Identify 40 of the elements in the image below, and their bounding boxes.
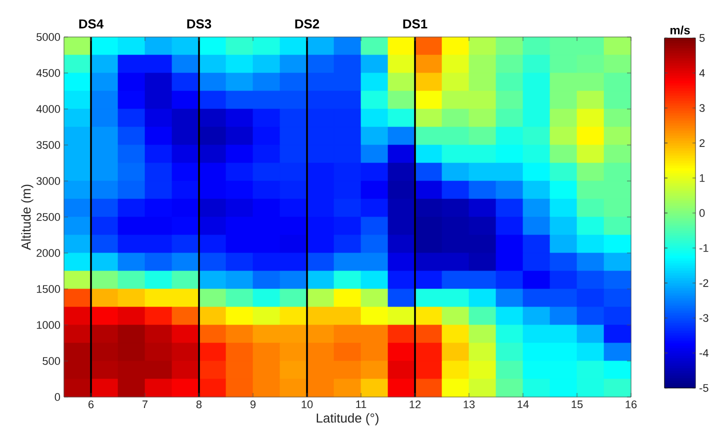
- color-bar-label: -5: [700, 384, 708, 392]
- y-tick-label: 3000: [36, 177, 60, 185]
- x-tick-label: 13: [464, 400, 475, 408]
- x-tick-label: 12: [410, 400, 421, 408]
- color-bar-label: 4: [699, 69, 705, 77]
- color-bar-label: 1: [700, 174, 705, 182]
- x-tick-label: 7: [142, 400, 148, 408]
- color-bar-label: -1: [700, 244, 708, 252]
- ref-line-label: DS3: [187, 19, 212, 28]
- color-bar-label: 5: [699, 34, 705, 42]
- y-tick-label: 4000: [36, 105, 60, 113]
- y-tick-label: 500: [42, 357, 60, 365]
- color-bar-label: 0: [699, 209, 705, 217]
- color-bar-label: -2: [700, 279, 708, 287]
- x-tick-label: 6: [88, 400, 94, 408]
- y-tick-label: 1500: [36, 285, 60, 293]
- y-tick-label: 3500: [36, 141, 60, 149]
- color-bar-label: 2: [700, 139, 705, 147]
- y-tick-label: 1000: [36, 321, 60, 329]
- x-axis-title: Latitude (°): [316, 413, 378, 426]
- x-tick-label: 8: [196, 400, 202, 408]
- y-tick-label: 4500: [36, 69, 60, 77]
- y-axis-title: Altitude (m): [21, 184, 34, 250]
- x-tick-label: 15: [572, 400, 583, 408]
- x-tick-label: 9: [250, 400, 256, 408]
- x-tick-label: 14: [518, 400, 529, 408]
- ref-line-label: DS1: [403, 19, 428, 28]
- color-bar-label: -4: [700, 349, 708, 357]
- color-bar-label: -3: [700, 314, 708, 322]
- ref-line-label: DS2: [295, 19, 320, 28]
- ref-line-label: DS4: [79, 19, 104, 28]
- y-tick-label: 2000: [36, 249, 60, 257]
- y-tick-label: 2500: [36, 213, 60, 221]
- x-tick-label: 11: [356, 400, 366, 408]
- y-tick-label: 5000: [36, 33, 60, 41]
- x-tick-label: 10: [302, 400, 313, 408]
- color-bar-label: 3: [699, 104, 705, 112]
- y-tick-label: 0: [54, 393, 60, 401]
- x-tick-label: 16: [626, 400, 637, 408]
- color-bar-title: m/s: [670, 26, 690, 34]
